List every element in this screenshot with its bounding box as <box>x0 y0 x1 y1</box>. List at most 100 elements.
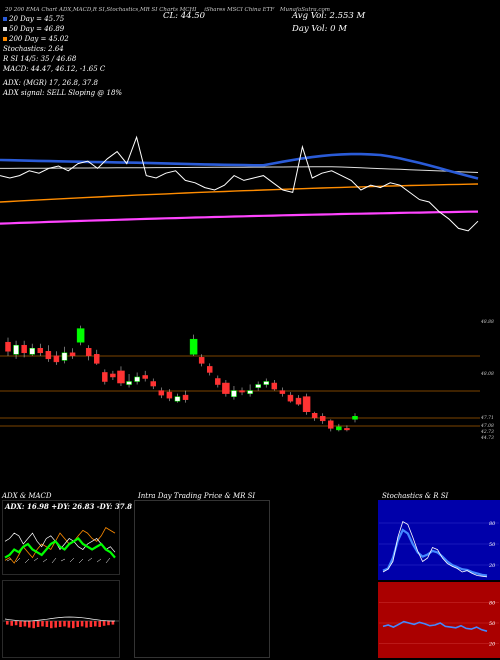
macd-bar <box>98 621 101 627</box>
candle-body <box>263 381 269 385</box>
candle-body <box>5 341 11 352</box>
adx-panel-title: ADX & MACD <box>2 492 52 500</box>
macd-bar <box>72 621 75 629</box>
macd-bar <box>19 621 22 627</box>
macd-bar <box>58 621 62 627</box>
macd-bar <box>111 621 115 625</box>
price-label: 48.08 <box>480 371 494 377</box>
candle-body <box>239 390 245 393</box>
macd-panel <box>2 580 120 658</box>
long-ma-line <box>0 210 479 225</box>
rsi-label: R SI 14/5: 35 / 46.68 <box>3 55 77 63</box>
close-price: CL: 44.50 <box>163 11 206 21</box>
macd-bar <box>67 621 71 628</box>
price-line <box>0 135 479 232</box>
candle-body <box>126 381 132 385</box>
candles-group <box>5 325 358 432</box>
macd-bar <box>102 621 106 626</box>
candle-body <box>13 344 19 355</box>
macd-bar <box>89 621 93 627</box>
macd-bar <box>54 621 57 628</box>
adx-squiggle <box>78 558 84 564</box>
candle-body <box>85 348 92 357</box>
sma50-label: 50 Day = 46.89 <box>9 25 65 33</box>
sma200-swatch <box>3 37 7 41</box>
candle-body <box>198 357 205 364</box>
ema20-line <box>0 152 479 180</box>
candle-body <box>53 355 60 363</box>
adx-squiggle <box>33 557 39 562</box>
macd-bar <box>32 621 35 629</box>
candle-body <box>117 370 125 384</box>
candle-body <box>102 372 108 382</box>
stoch-k-line <box>382 521 488 578</box>
candle-body <box>182 394 189 400</box>
macd-bar <box>36 621 40 627</box>
adx-squiggle <box>15 557 21 563</box>
candle-body <box>69 352 76 357</box>
sma200-label: 200 Day = 45.02 <box>9 35 69 43</box>
stoch-panel-title: Stochastics & R SI <box>382 492 449 500</box>
macd-bar <box>23 621 27 627</box>
candle-body <box>21 344 27 354</box>
macd-bar <box>76 621 79 627</box>
adx-squiggle <box>87 557 93 562</box>
candle-body <box>352 416 358 420</box>
stochastics-label: Stochastics: 2.64 <box>3 45 64 53</box>
candle-body <box>142 375 148 379</box>
stoch-tick-label: 20 <box>488 563 496 569</box>
candle-body <box>328 420 334 429</box>
price-label: 48.88 <box>480 319 494 325</box>
header-title: 20 200 EMA Chart ADX,MACD,R SI,Stochasti… <box>5 7 197 13</box>
sma20-swatch <box>3 17 7 21</box>
adx-svg <box>4 527 116 564</box>
macd-bar <box>63 621 66 627</box>
day-volume: Day Vol: 0 M <box>292 24 347 34</box>
candle-body <box>287 394 294 402</box>
stoch-tick-label: 50 <box>489 542 496 548</box>
rsi-svg: 80 50 20 <box>379 601 499 647</box>
macd-bar <box>50 621 53 629</box>
rsi-panel: 80 50 20 <box>378 582 500 658</box>
candle-body <box>279 390 286 394</box>
header-site: MunafaSutra.com <box>279 7 330 13</box>
rsi-line <box>382 620 488 632</box>
price-label: 47.71 <box>480 415 494 421</box>
macd-bar <box>94 621 97 627</box>
candle-body <box>94 354 100 364</box>
candle-body <box>45 351 52 360</box>
adx-squiggle <box>51 557 57 564</box>
candle-body <box>158 390 165 396</box>
adx-squiggle <box>96 558 102 563</box>
adx-squiggle <box>24 558 30 564</box>
candle-body <box>336 426 342 431</box>
macd-bar <box>41 621 44 627</box>
rsi-tick-label: 50 <box>489 621 496 627</box>
candle-body <box>344 428 350 431</box>
intraday-panel-title: Intra Day Trading Price & MR SI <box>138 492 256 500</box>
macd-bar <box>85 621 88 628</box>
price-ma-chart <box>0 135 479 232</box>
ema50-line <box>0 166 479 173</box>
header-banner: 20 200 EMA Chart ADX,MACD,R SI,Stochasti… <box>5 7 495 13</box>
adx-label: ADX: (MGR) 17, 26.8, 37.8 <box>3 79 98 87</box>
candle-body <box>37 348 44 354</box>
price-label: 44.73 <box>480 435 494 441</box>
ma-lines-group <box>0 152 479 225</box>
adx-squiggle <box>69 557 75 563</box>
candle-body <box>295 397 302 405</box>
stoch-tick-label: 80 <box>489 521 496 527</box>
header-ticker-tag: iShares MSCI China ETF <box>204 7 275 13</box>
adx-panel-values: ADX: 16.98 +DY: 26.83 -DY: 37.8 <box>5 502 132 511</box>
candle-chart: 48.88 48.08 47.71 47.08 42.73 44.73 <box>0 319 494 441</box>
macd-bar <box>10 621 13 626</box>
rsi-tick-label: 80 <box>489 601 496 607</box>
ema200-line <box>0 183 479 203</box>
candle-body <box>61 352 68 361</box>
candle-body <box>174 396 181 402</box>
candle-body <box>189 338 198 355</box>
adx-panel: ADX: 16.98 +DY: 26.83 -DY: 37.8 <box>2 500 132 575</box>
intraday-panel <box>134 500 270 658</box>
candle-body <box>231 390 237 397</box>
macd-line <box>4 616 115 622</box>
